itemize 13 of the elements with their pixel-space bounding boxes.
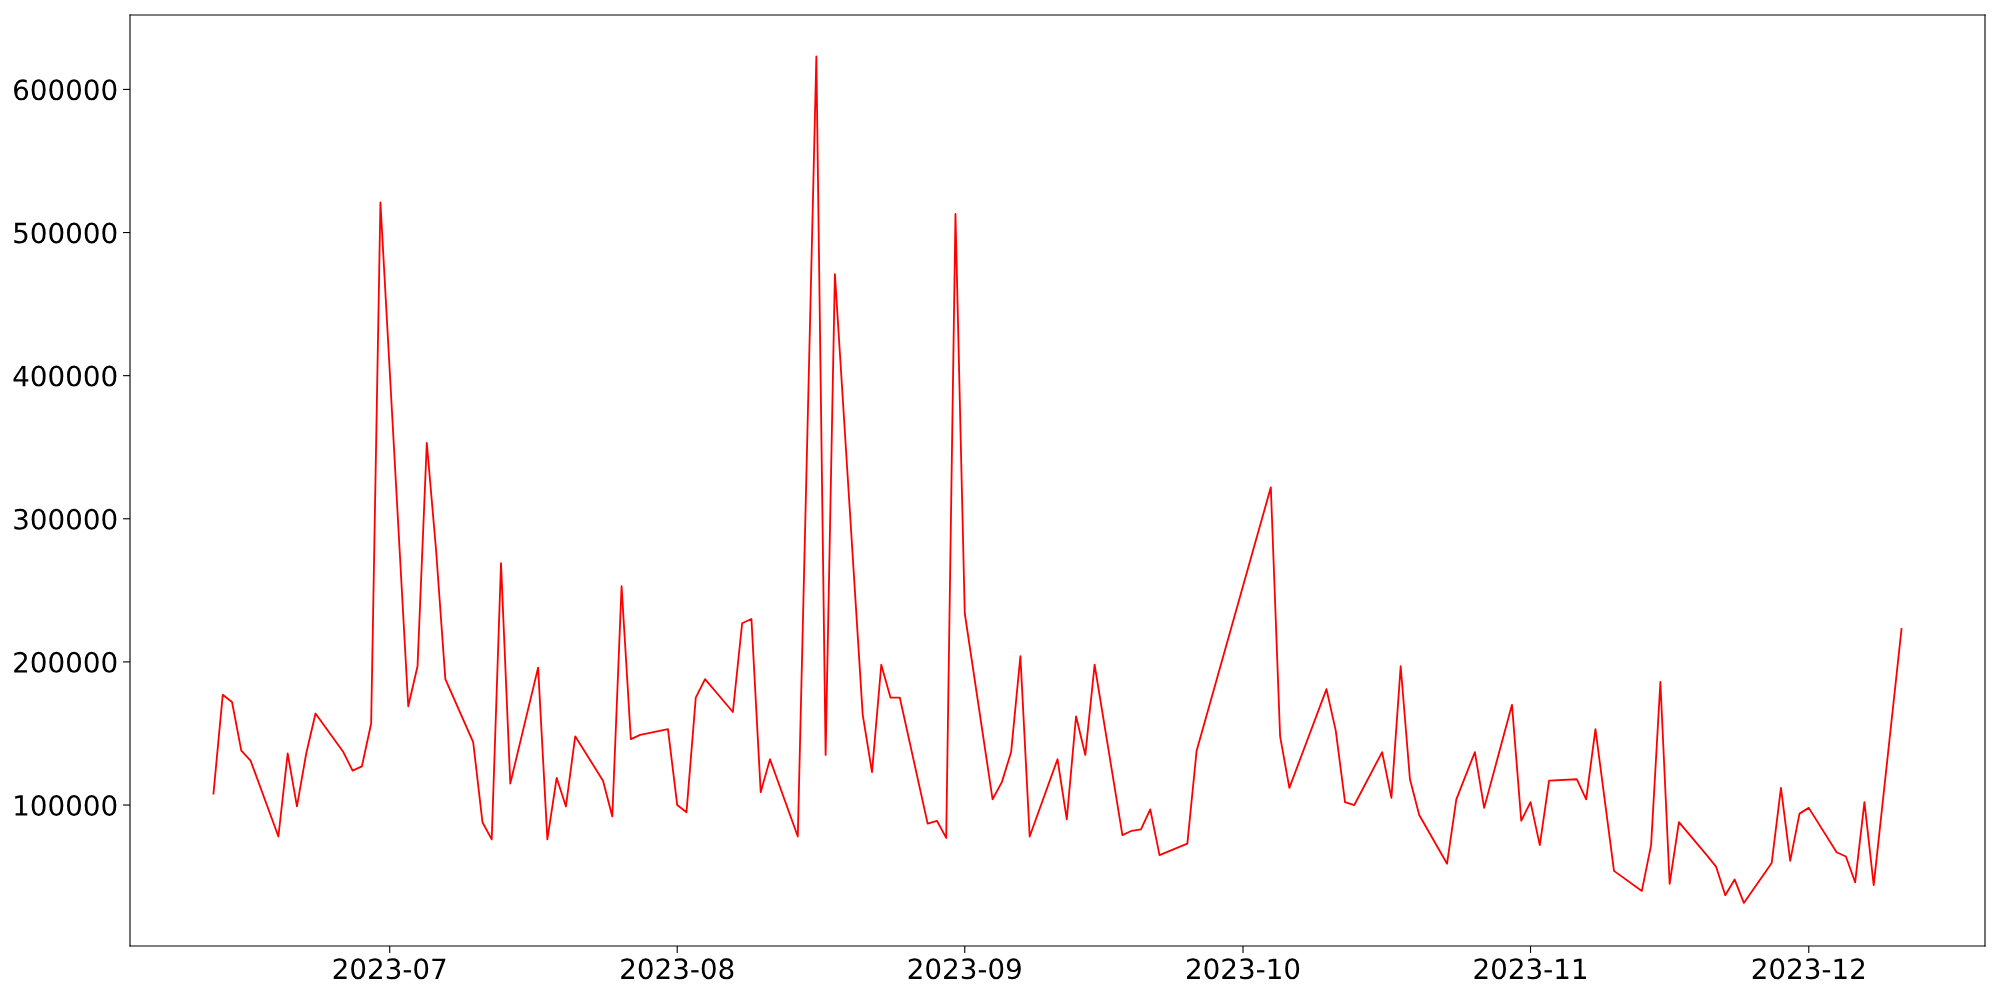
x-tick-label: 2023-09 [908,958,1021,980]
y-tick-label: 300000 [14,508,117,530]
line-series [212,55,1903,904]
y-tick-label: 200000 [14,651,117,673]
x-tick-label: 2023-08 [621,958,734,980]
y-tick-label: 100000 [15,794,117,816]
y-tick-label: 600000 [14,79,117,101]
y-tick-label: 400000 [13,365,117,387]
x-tick-label: 2023-10 [1187,958,1300,980]
x-tick-label: 2023-11 [1474,958,1586,980]
x-tick-label: 2023-12 [1752,958,1865,980]
x-tick-label: 2023-07 [333,958,446,980]
y-tick-label: 500000 [14,222,117,244]
